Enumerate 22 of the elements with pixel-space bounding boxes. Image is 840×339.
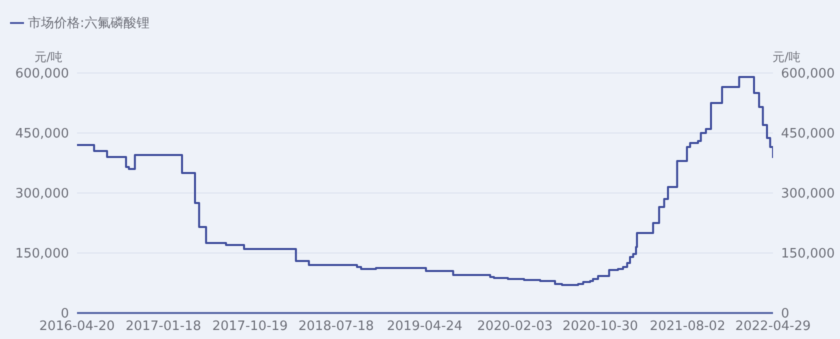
- y2-tick-label: 0: [781, 306, 790, 322]
- y-axis-title: 元/吨: [34, 50, 63, 64]
- y-tick-label: 600,000: [15, 66, 69, 82]
- x-tick-label: 2020-02-03: [477, 319, 553, 334]
- y-tick-label: 450,000: [15, 126, 69, 142]
- x-tick-label: 2019-04-24: [386, 319, 462, 334]
- y-tick-label: 300,000: [15, 186, 69, 202]
- x-tick-label: 2020-10-30: [562, 319, 638, 334]
- x-tick-label: 2021-08-02: [650, 319, 726, 334]
- x-tick-label: 2022-04-29: [735, 319, 811, 334]
- y2-axis-title: 元/吨: [772, 50, 801, 64]
- x-tick-label: 2017-10-19: [212, 319, 288, 334]
- y2-tick-label: 150,000: [781, 246, 835, 262]
- y2-tick-label: 300,000: [781, 186, 835, 202]
- y-tick-label: 0: [60, 306, 69, 322]
- y2-tick-label: 450,000: [781, 126, 835, 142]
- legend-label: 市场价格:六氟磷酸锂: [28, 16, 150, 31]
- x-tick-label: 2016-04-20: [39, 319, 115, 334]
- x-tick-label: 2018-07-18: [298, 319, 374, 334]
- y-tick-label: 150,000: [15, 246, 69, 262]
- y2-tick-label: 600,000: [781, 66, 835, 82]
- x-tick-label: 2017-01-18: [126, 319, 202, 334]
